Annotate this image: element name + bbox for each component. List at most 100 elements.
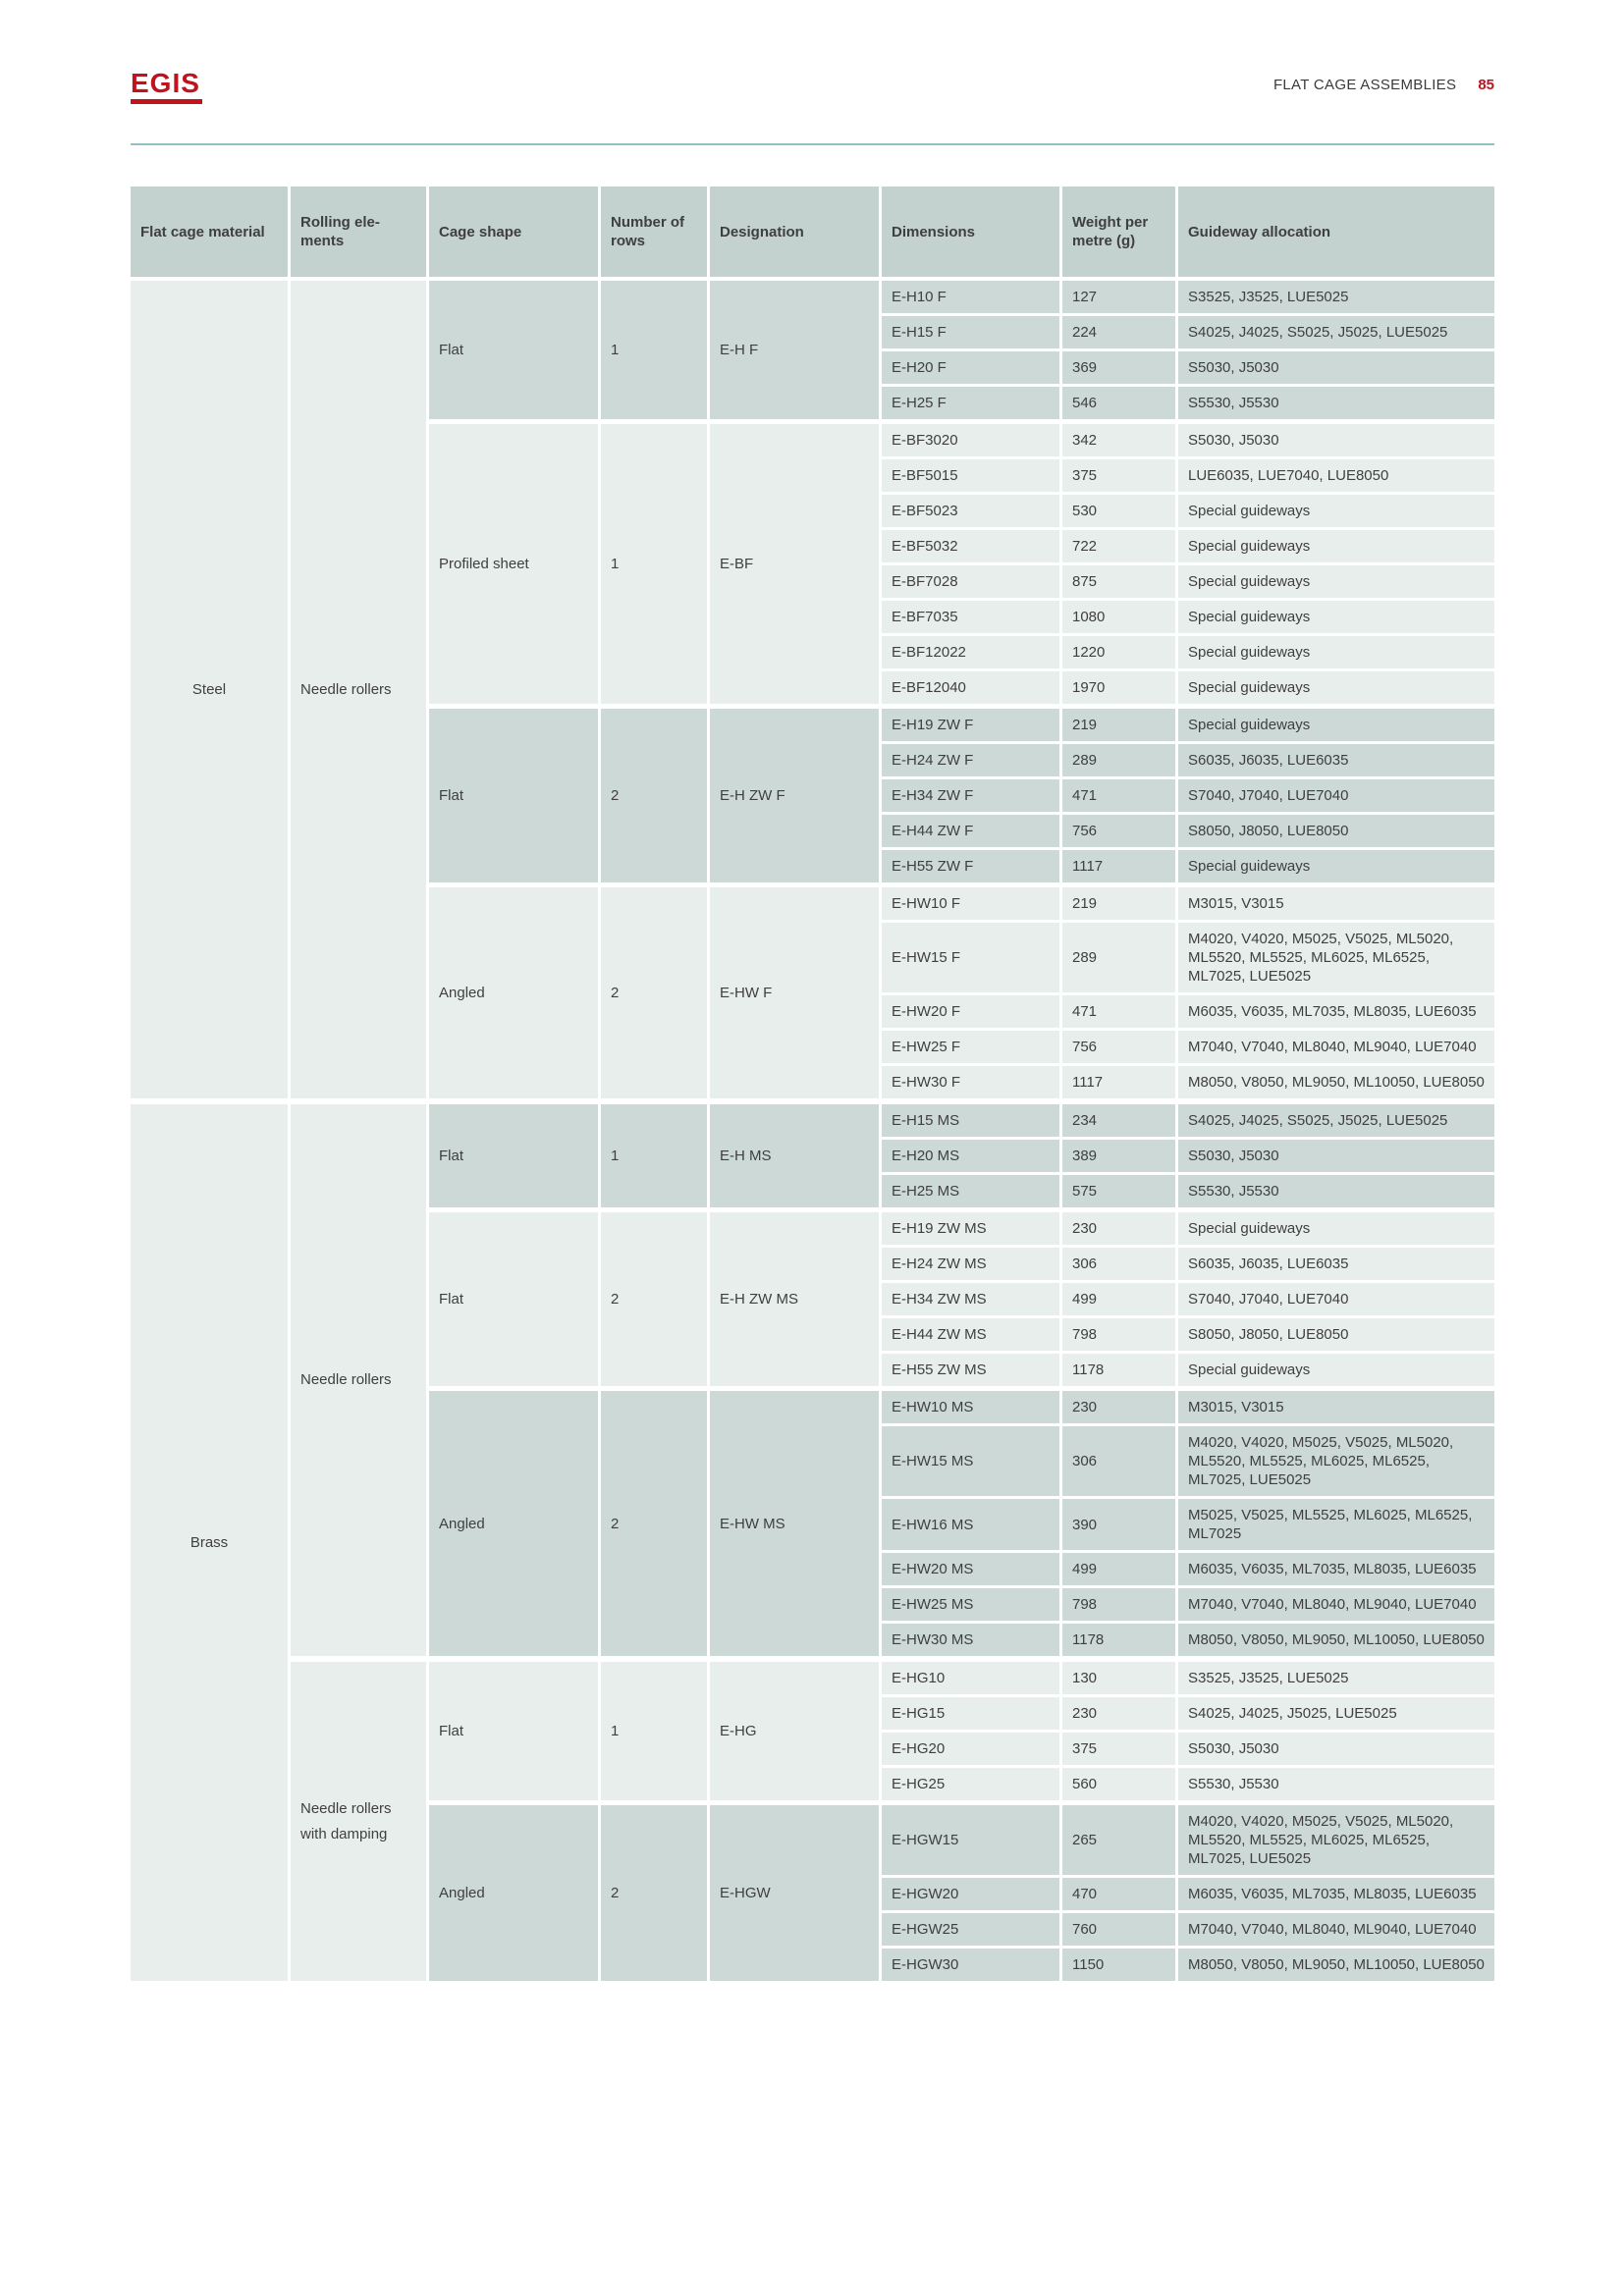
- designation-cell: E-H ZW F: [710, 709, 879, 882]
- cage-shape-cell: Flat: [429, 281, 598, 419]
- number-of-rows-cell: 2: [601, 1805, 707, 1981]
- guideway-cell: S5030, J5030: [1178, 1733, 1494, 1765]
- rolling-elements-span: Needle rollers Flat 1 E-H MS E-H15 MS 234 S402…: [291, 1104, 1494, 1656]
- guideway-cell: M7040, V7040, ML8040, ML9040, LUE7040: [1178, 1913, 1494, 1946]
- rolling-elements-cell: Needle rollers with damping: [291, 1662, 426, 1981]
- table-row: E-H10 F 127 S3525, J3525, LUE5025: [882, 281, 1494, 313]
- number-of-rows-cell: 2: [601, 1212, 707, 1386]
- guideway-cell: M4020, V4020, M5025, V5025, ML5020, ML55…: [1178, 1805, 1494, 1875]
- weight-cell: 389: [1062, 1140, 1175, 1172]
- group-row: Flat 2 E-H ZW MS E-H19 ZW MS 230 Special guid…: [429, 1212, 1494, 1386]
- table-header-row: Flat cage material Rolling ele-ments Cage …: [131, 187, 1494, 277]
- table-row: E-BF7035 1080 Special guideways: [882, 601, 1494, 633]
- table-row: E-HG10 130 S3525, J3525, LUE5025: [882, 1662, 1494, 1694]
- flat-cage-assemblies-table: Flat cage material Rolling ele-ments Cage …: [131, 187, 1494, 1981]
- cage-shape-cell: Flat: [429, 1212, 598, 1386]
- guideway-cell: M8050, V8050, ML9050, ML10050, LUE8050: [1178, 1949, 1494, 1981]
- weight-cell: 530: [1062, 495, 1175, 527]
- dimensions-cell: E-HGW25: [882, 1913, 1059, 1946]
- table-row: E-HW10 MS 230 M3015, V3015: [882, 1391, 1494, 1423]
- table-row: E-BF3020 342 S5030, J5030: [882, 424, 1494, 456]
- guideway-cell: S5030, J5030: [1178, 351, 1494, 384]
- dimensions-cell: E-HW15 MS: [882, 1426, 1059, 1496]
- dimensions-cell: E-H25 F: [882, 387, 1059, 419]
- weight-cell: 1178: [1062, 1624, 1175, 1656]
- table-row: E-H19 ZW MS 230 Special guideways: [882, 1212, 1494, 1245]
- designation-cell: E-HGW: [710, 1805, 879, 1981]
- guideway-cell: S4025, J4025, J5025, LUE5025: [1178, 1697, 1494, 1730]
- weight-cell: 499: [1062, 1553, 1175, 1585]
- table-row: E-H15 MS 234 S4025, J4025, S5025, J5025, L…: [882, 1104, 1494, 1137]
- weight-cell: 1117: [1062, 850, 1175, 882]
- designation-cell: E-HW MS: [710, 1391, 879, 1656]
- row-list: E-HW10 MS 230 M3015, V3015 E-HW15 MS 306 M402…: [882, 1391, 1494, 1656]
- dimensions-cell: E-H25 MS: [882, 1175, 1059, 1207]
- table-row: E-HW15 MS 306 M4020, V4020, M5025, V5025, …: [882, 1426, 1494, 1496]
- weight-cell: 546: [1062, 387, 1175, 419]
- page-header: EGIS FLAT CAGE ASSEMBLIES 85: [131, 69, 1494, 120]
- catalog-page: EGIS FLAT CAGE ASSEMBLIES 85 Flat cage m…: [131, 69, 1494, 1981]
- guideway-cell: Special guideways: [1178, 671, 1494, 704]
- column-header-3: Cage shape: [429, 187, 598, 277]
- column-header-6: Dimensions: [882, 187, 1059, 277]
- section-body: Needle rollers Flat 1 E-H F E-H10 F 127 S3525,…: [291, 281, 1494, 1098]
- section-body: Needle rollers Flat 1 E-H MS E-H15 MS 234 S402…: [291, 1104, 1494, 1981]
- header-right: FLAT CAGE ASSEMBLIES 85: [1273, 69, 1494, 93]
- guideway-cell: Special guideways: [1178, 495, 1494, 527]
- weight-cell: 798: [1062, 1588, 1175, 1621]
- dimensions-cell: E-BF12040: [882, 671, 1059, 704]
- table-row: E-H55 ZW F 1117 Special guideways: [882, 850, 1494, 882]
- guideway-cell: Special guideways: [1178, 850, 1494, 882]
- dimensions-cell: E-H44 ZW MS: [882, 1318, 1059, 1351]
- dimensions-cell: E-H19 ZW F: [882, 709, 1059, 741]
- material-section: Steel Needle rollers Flat 1 E-H F E-H10 F 127 S…: [131, 281, 1494, 1098]
- group-row: Flat 1 E-HG E-HG10 130 S3525, J3525, LUE5025 E…: [429, 1662, 1494, 1800]
- table-row: E-HW25 MS 798 M7040, V7040, ML8040, ML9040…: [882, 1588, 1494, 1621]
- guideway-cell: S4025, J4025, S5025, J5025, LUE5025: [1178, 1104, 1494, 1137]
- weight-cell: 375: [1062, 459, 1175, 492]
- weight-cell: 342: [1062, 424, 1175, 456]
- dimensions-cell: E-HG10: [882, 1662, 1059, 1694]
- column-header-2: Rolling ele-ments: [291, 187, 426, 277]
- dimensions-cell: E-HW15 F: [882, 923, 1059, 992]
- guideway-cell: S3525, J3525, LUE5025: [1178, 281, 1494, 313]
- dimensions-cell: E-H34 ZW F: [882, 779, 1059, 812]
- weight-cell: 230: [1062, 1391, 1175, 1423]
- table-row: E-H24 ZW MS 306 S6035, J6035, LUE6035: [882, 1248, 1494, 1280]
- designation-cell: E-H F: [710, 281, 879, 419]
- designation-cell: E-BF: [710, 424, 879, 704]
- column-header-8: Guideway allocation: [1178, 187, 1494, 277]
- dimensions-cell: E-HW25 MS: [882, 1588, 1059, 1621]
- table-row: E-HW30 MS 1178 M8050, V8050, ML9050, ML100…: [882, 1624, 1494, 1656]
- row-list: E-HGW15 265 M4020, V4020, M5025, V5025, ML…: [882, 1805, 1494, 1981]
- weight-cell: 1970: [1062, 671, 1175, 704]
- rolling-elements-span: Needle rollers Flat 1 E-H F E-H10 F 127 S3525,…: [291, 281, 1494, 1098]
- row-list: E-BF3020 342 S5030, J5030 E-BF5015 375 LUE603…: [882, 424, 1494, 704]
- column-header-7: Weight per metre (g): [1062, 187, 1175, 277]
- table-row: E-BF5023 530 Special guideways: [882, 495, 1494, 527]
- weight-cell: 470: [1062, 1878, 1175, 1910]
- table-row: E-HGW30 1150 M8050, V8050, ML9050, ML10050…: [882, 1949, 1494, 1981]
- number-of-rows-cell: 1: [601, 424, 707, 704]
- weight-cell: 560: [1062, 1768, 1175, 1800]
- weight-cell: 1178: [1062, 1354, 1175, 1386]
- cage-shape-cell: Flat: [429, 709, 598, 882]
- cage-shape-cell: Angled: [429, 887, 598, 1098]
- weight-cell: 230: [1062, 1697, 1175, 1730]
- weight-cell: 306: [1062, 1248, 1175, 1280]
- guideway-cell: M3015, V3015: [1178, 1391, 1494, 1423]
- dimensions-cell: E-BF7028: [882, 565, 1059, 598]
- cage-shape-cell: Angled: [429, 1391, 598, 1656]
- dimensions-cell: E-HW16 MS: [882, 1499, 1059, 1550]
- row-list: E-H19 ZW MS 230 Special guideways E-H24 ZW …: [882, 1212, 1494, 1386]
- group-row: Angled 2 E-HW MS E-HW10 MS 230 M3015, V3015 E-…: [429, 1391, 1494, 1656]
- weight-cell: 1117: [1062, 1066, 1175, 1098]
- table-row: E-HW30 F 1117 M8050, V8050, ML9050, ML1005…: [882, 1066, 1494, 1098]
- number-of-rows-cell: 2: [601, 887, 707, 1098]
- group-row: Angled 2 E-HGW E-HGW15 265 M4020, V4020, M502…: [429, 1805, 1494, 1981]
- weight-cell: 875: [1062, 565, 1175, 598]
- table-row: E-HW25 F 756 M7040, V7040, ML8040, ML9040,…: [882, 1031, 1494, 1063]
- material-label: Brass: [189, 1534, 229, 1551]
- weight-cell: 375: [1062, 1733, 1175, 1765]
- guideway-cell: S5030, J5030: [1178, 1140, 1494, 1172]
